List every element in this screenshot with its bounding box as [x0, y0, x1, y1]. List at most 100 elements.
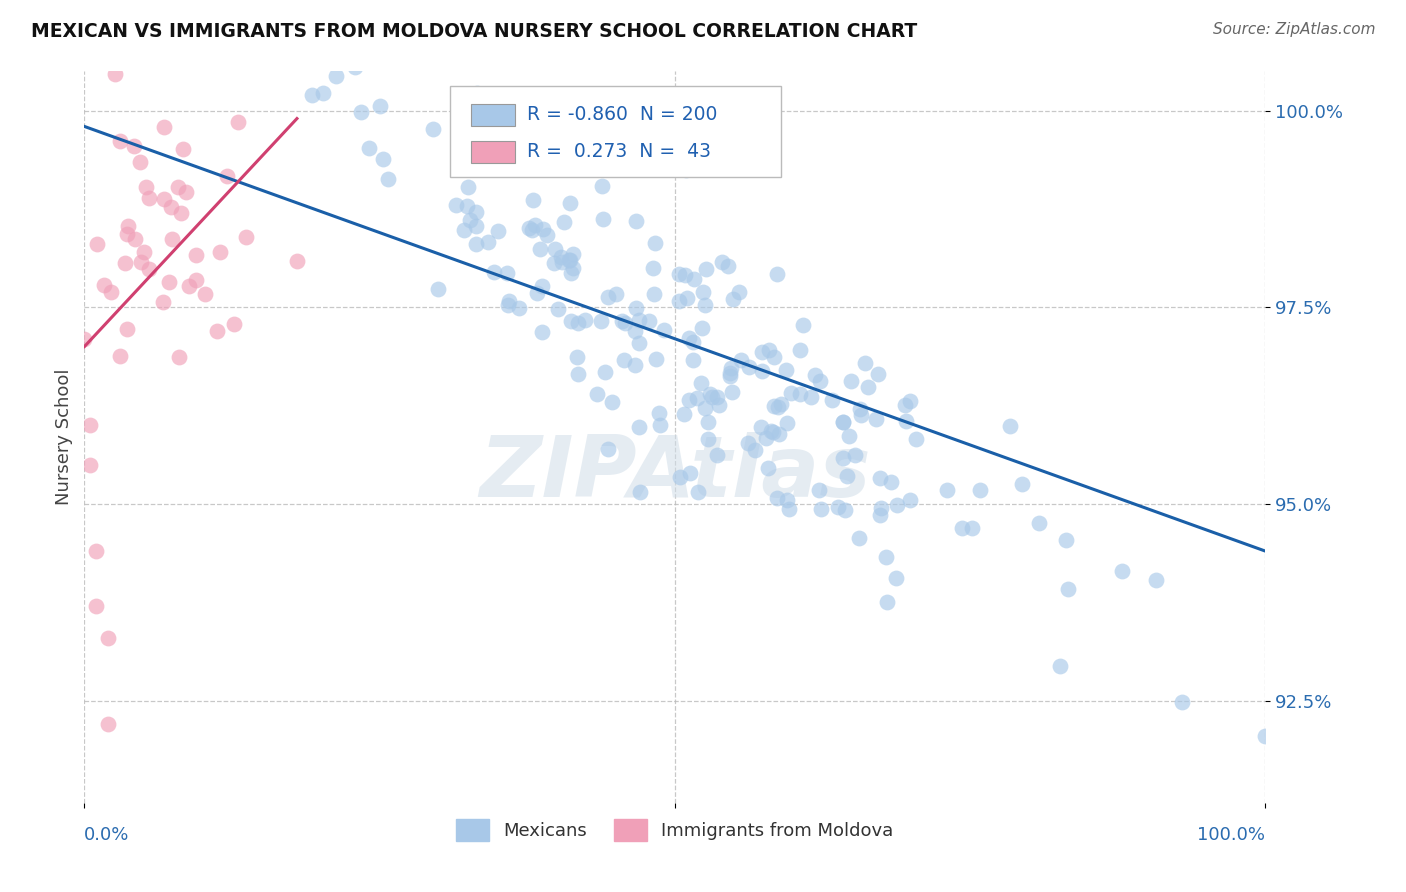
Point	[496, 298, 519, 312]
Point	[821, 393, 844, 408]
Point	[789, 343, 811, 358]
Point	[720, 360, 742, 375]
Point	[73, 332, 96, 346]
Point	[183, 51, 205, 65]
Point	[696, 416, 718, 430]
Point	[780, 386, 803, 401]
Point	[686, 391, 709, 405]
Point	[84, 599, 107, 614]
Point	[998, 419, 1021, 434]
Text: 100.0%: 100.0%	[1198, 826, 1265, 845]
Point	[762, 399, 785, 413]
Point	[357, 141, 380, 155]
Point	[886, 499, 908, 513]
Point	[467, 86, 489, 100]
Text: ZIPAtlas: ZIPAtlas	[479, 432, 870, 516]
Point	[312, 86, 335, 100]
Point	[522, 194, 544, 208]
Point	[789, 387, 811, 401]
FancyBboxPatch shape	[471, 141, 516, 163]
Point	[856, 380, 879, 394]
Point	[134, 245, 156, 260]
Point	[832, 415, 855, 429]
Point	[531, 222, 554, 236]
Point	[689, 376, 711, 390]
Point	[744, 443, 766, 458]
Point	[336, 43, 359, 57]
Point	[1049, 659, 1071, 673]
FancyBboxPatch shape	[471, 104, 516, 127]
Point	[827, 500, 849, 515]
Point	[486, 224, 509, 238]
Point	[117, 227, 139, 242]
Point	[875, 549, 897, 564]
Point	[350, 105, 373, 120]
Point	[184, 273, 207, 287]
Point	[758, 343, 780, 357]
Point	[844, 448, 866, 462]
Point	[215, 169, 238, 184]
Point	[839, 374, 862, 388]
Point	[325, 69, 347, 83]
Point	[73, 27, 96, 41]
Point	[896, 414, 918, 428]
Point	[866, 367, 889, 381]
Point	[453, 223, 475, 237]
Point	[591, 314, 613, 328]
Point	[613, 316, 636, 330]
Point	[686, 485, 709, 500]
Point	[643, 287, 665, 301]
Point	[650, 417, 672, 432]
Point	[700, 390, 723, 404]
Point	[560, 266, 582, 280]
Point	[422, 121, 444, 136]
Point	[721, 293, 744, 307]
Text: 0.0%: 0.0%	[84, 826, 129, 845]
Point	[711, 255, 734, 269]
Point	[682, 352, 704, 367]
Point	[524, 219, 547, 233]
Point	[100, 285, 122, 299]
Point	[596, 290, 619, 304]
Point	[496, 267, 519, 281]
Point	[605, 287, 627, 301]
Point	[652, 322, 675, 336]
Point	[628, 419, 651, 434]
Point	[1254, 729, 1277, 743]
Point	[695, 262, 717, 277]
Point	[530, 279, 553, 293]
Point	[170, 206, 193, 220]
Point	[526, 285, 548, 300]
Point	[561, 247, 583, 261]
Point	[184, 248, 207, 262]
Point	[135, 179, 157, 194]
Point	[301, 87, 323, 102]
Point	[679, 467, 702, 481]
Point	[695, 401, 717, 415]
Legend: Mexicans, Immigrants from Moldova: Mexicans, Immigrants from Moldova	[449, 812, 901, 848]
Point	[531, 325, 554, 339]
Point	[848, 531, 870, 545]
Point	[208, 245, 231, 260]
Point	[565, 350, 588, 364]
Point	[1171, 696, 1194, 710]
Point	[482, 116, 505, 130]
Point	[880, 475, 903, 489]
Point	[676, 291, 699, 305]
Point	[628, 484, 651, 499]
Point	[1144, 573, 1167, 587]
Point	[456, 135, 478, 149]
Point	[641, 260, 664, 275]
Point	[778, 502, 800, 516]
Point	[721, 385, 744, 400]
Point	[93, 277, 115, 292]
Point	[153, 120, 176, 135]
Point	[194, 287, 217, 301]
Point	[756, 460, 779, 475]
Point	[122, 139, 145, 153]
Point	[675, 162, 697, 177]
Point	[456, 199, 478, 213]
Text: R =  0.273  N =  43: R = 0.273 N = 43	[527, 142, 711, 161]
Point	[138, 261, 160, 276]
Point	[853, 356, 876, 370]
